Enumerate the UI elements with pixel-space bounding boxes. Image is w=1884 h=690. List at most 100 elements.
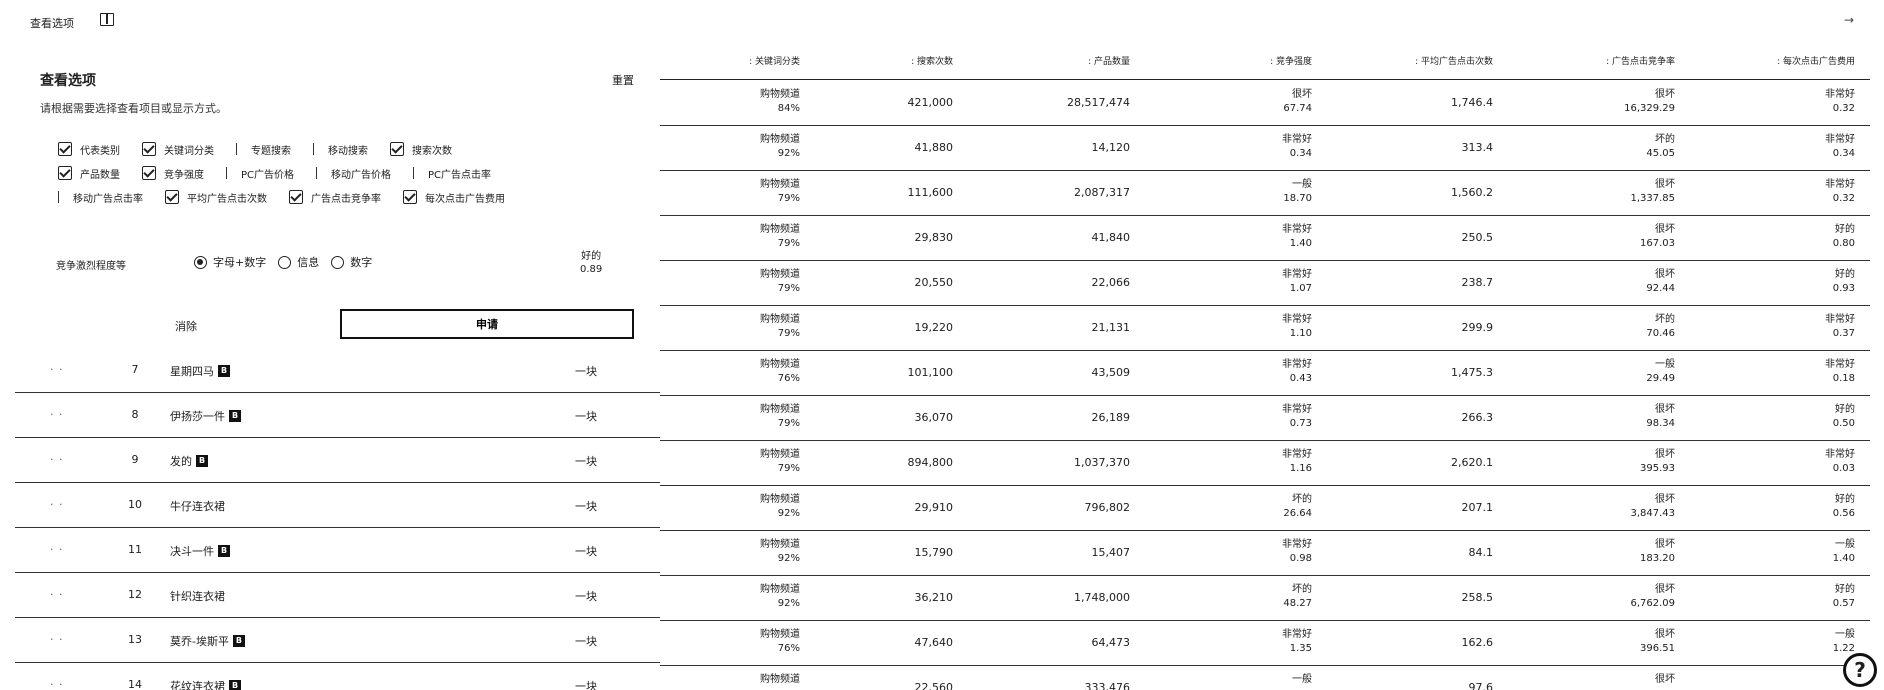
list-item[interactable]: · · 12 针织连衣裙 一块 — [15, 573, 660, 618]
option-options_row3-1[interactable]: 平均广告点击次数 — [165, 190, 267, 205]
option-options_row1-3[interactable]: 移动搜索 — [313, 142, 368, 157]
more-dots-icon[interactable]: · · — [50, 498, 64, 511]
table-row: 购物频道 92% 41,880 14,120 非常好 0.34 313.4 坏的 45.05 非常… — [660, 126, 1870, 171]
table-row: 购物频道 92% 36,210 1,748,000 坏的 48.27 258.5 很坏 6,76… — [660, 576, 1870, 621]
category-cell: 购物频道 92% — [760, 493, 800, 521]
table-row: 购物频道 22,560 333,476 一般 97.6 很坏 — [660, 666, 1870, 690]
view-options-label[interactable]: 查看选项 — [30, 17, 74, 30]
option-options_row2-4[interactable]: PC广告点击率 — [413, 166, 491, 181]
products-cell: 21,131 — [1092, 321, 1131, 335]
clear-button[interactable]: 消除 — [175, 320, 197, 333]
competition-cell-label: 非常好 — [1282, 404, 1312, 415]
keyword[interactable]: 花纹连衣裙 B — [170, 678, 241, 690]
column-header[interactable]: : 关键词分类 — [749, 57, 800, 67]
list-item[interactable]: · · 9 发的 B 一块 — [15, 438, 660, 483]
list-item[interactable]: · · 10 牛仔连衣裙 一块 — [15, 483, 660, 528]
reset-button[interactable]: 重置 — [612, 74, 634, 87]
option-options_row3-2[interactable]: 广告点击竞争率 — [289, 190, 381, 205]
radio-empty-icon[interactable] — [331, 255, 345, 269]
category-cell-label: 购物频道 — [760, 134, 800, 145]
option-options_row2-0[interactable]: 产品数量 — [58, 166, 120, 181]
keyword[interactable]: 决斗一件 B — [170, 543, 230, 559]
searches-cell: 20,550 — [915, 276, 954, 290]
help-icon[interactable]: ? — [1843, 653, 1877, 687]
searches-cell-label: 19,220 — [914, 321, 954, 334]
checkbox-checked-icon[interactable] — [58, 142, 72, 156]
list-item[interactable]: · · 14 花纹连衣裙 B 一块 — [15, 663, 660, 690]
more-dots-icon[interactable]: · · — [50, 408, 64, 421]
list-item[interactable]: · · 13 莫乔-埃斯平 B 一块 — [15, 618, 660, 663]
option-options_row3-0[interactable]: 移动广告点击率 — [58, 190, 143, 205]
collapse-arrow-icon[interactable]: → — [1843, 13, 1854, 27]
ctr-cell-value: 3,847.43 — [1630, 508, 1675, 519]
avg-clicks-cell-label: 1,746.4 — [1451, 96, 1493, 109]
options-row-2: 产品数量 竞争强度 PC广告价格 移动广告价格 PC广告点击率 — [58, 164, 513, 182]
searches-cell: 47,640 — [915, 636, 954, 650]
competition-cell-label: 非常好 — [1282, 539, 1312, 550]
more-dots-icon[interactable]: · · — [50, 588, 64, 601]
keyword[interactable]: 牛仔连衣裙 — [170, 498, 225, 514]
column-header[interactable]: : 广告点击竞争率 — [1606, 57, 1675, 67]
checkbox-checked-icon[interactable] — [142, 142, 156, 156]
category-cell: 购物频道 76% — [760, 358, 800, 386]
competition-cell-value: 0.73 — [1289, 418, 1312, 429]
ctr-cell-value: 98.34 — [1646, 418, 1675, 429]
more-dots-icon[interactable]: · · — [50, 543, 64, 556]
option-options_row1-1[interactable]: 关键词分类 — [142, 142, 214, 157]
more-dots-icon[interactable]: · · — [50, 678, 64, 690]
option-options_row1-0[interactable]: 代表类别 — [58, 142, 120, 157]
option-options_row1-2[interactable]: 专题搜索 — [236, 142, 291, 157]
keyword[interactable]: 星期四马 B — [170, 363, 230, 379]
radio-selected-icon[interactable] — [194, 255, 207, 269]
keyword-text: 针织连衣裙 — [170, 590, 225, 603]
list-item[interactable]: · · 7 星期四马 B 一块 — [15, 348, 660, 393]
ctr-cell: 很坏 16,329.29 — [1624, 88, 1675, 116]
more-dots-icon[interactable]: · · — [50, 363, 64, 376]
column-header[interactable]: : 每次点击广告费用 — [1777, 57, 1855, 67]
option-options_row3-3[interactable]: 每次点击广告费用 — [403, 190, 505, 205]
checkbox-checked-icon[interactable] — [165, 190, 179, 204]
option-options_row2-2[interactable]: PC广告价格 — [226, 166, 294, 181]
apply-button[interactable]: 申请 — [340, 309, 634, 339]
list-item[interactable]: · · 8 伊扬莎一件 B 一块 — [15, 393, 660, 438]
option-options_row2-3[interactable]: 移动广告价格 — [316, 166, 391, 181]
radio-empty-icon[interactable] — [278, 255, 292, 269]
checkbox-checked-icon[interactable] — [58, 166, 72, 180]
radio-option-0[interactable]: 字母+数字 — [194, 254, 266, 270]
ctr-cell-value: 45.05 — [1646, 148, 1675, 159]
checkbox-checked-icon[interactable] — [390, 142, 404, 156]
column-header[interactable]: : 产品数量 — [1088, 57, 1130, 67]
ctr-cell-label: 很坏 — [1655, 674, 1675, 685]
category-cell: 购物频道 92% — [760, 583, 800, 611]
cpc-cell-value: 0.18 — [1832, 373, 1855, 384]
more-dots-icon[interactable]: · · — [50, 453, 64, 466]
radio-option-1[interactable]: 信息 — [278, 254, 319, 270]
competition-cell-label: 非常好 — [1282, 449, 1312, 460]
keyword[interactable]: 莫乔-埃斯平 B — [170, 633, 245, 649]
column-header[interactable]: : 平均广告点击次数 — [1415, 57, 1493, 67]
keyword[interactable]: 针织连衣裙 — [170, 588, 225, 604]
radio-option-2[interactable]: 数字 — [331, 254, 372, 270]
checkbox-checked-icon[interactable] — [142, 166, 156, 180]
products-cell: 14,120 — [1092, 141, 1131, 155]
panel-toggle-icon[interactable] — [100, 13, 114, 26]
category-cell-value: 92% — [777, 553, 800, 564]
more-dots-icon[interactable]: · · — [50, 633, 64, 646]
option-options_row1-4[interactable]: 搜索次数 — [390, 142, 452, 157]
option-options_row2-1[interactable]: 竞争强度 — [142, 166, 204, 181]
column-header[interactable]: : 搜索次数 — [911, 57, 953, 67]
avg-clicks-cell: 250.5 — [1462, 231, 1494, 245]
avg-clicks-cell-label: 299.9 — [1461, 321, 1494, 334]
cpc-cell: 好的 0.50 — [1833, 403, 1855, 431]
list-item[interactable]: · · 11 决斗一件 B 一块 — [15, 528, 660, 573]
cpc-cell-value: 0.34 — [1832, 148, 1855, 159]
searches-cell: 421,000 — [908, 96, 954, 110]
products-cell: 333,476 — [1085, 681, 1131, 690]
keyword[interactable]: 发的 B — [170, 453, 208, 469]
table-row: 购物频道 76% 101,100 43,509 非常好 0.43 1,475.3 一般 29.4… — [660, 351, 1870, 396]
cpc-cell-label: 非常好 — [1825, 359, 1855, 370]
column-header[interactable]: : 竞争强度 — [1270, 57, 1312, 67]
checkbox-checked-icon[interactable] — [289, 190, 303, 204]
checkbox-checked-icon[interactable] — [403, 190, 417, 204]
keyword[interactable]: 伊扬莎一件 B — [170, 408, 241, 424]
